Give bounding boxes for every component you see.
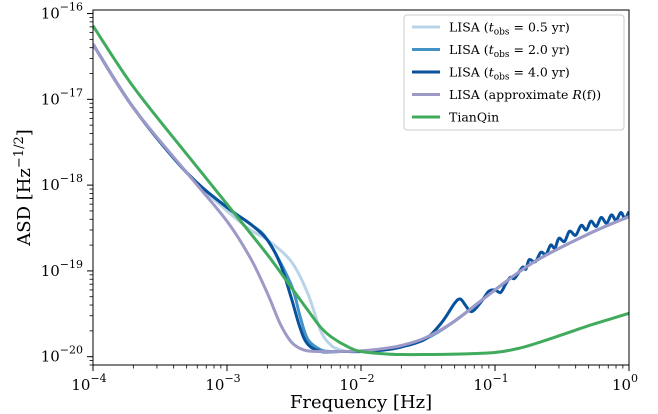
legend-label: LISA (approximate R(f))	[449, 87, 601, 102]
y-tick-label: 10−17	[41, 86, 83, 108]
legend-label: LISA (tobs = 0.5 yr)	[449, 20, 570, 38]
x-tick-label: 10−3	[205, 372, 240, 394]
legend-label: TianQin	[449, 110, 499, 125]
axes: 10−4 10−3 10−2 10−1 100 10−20 10−19 10−18 10−17 1…	[41, 1, 638, 394]
legend-label: LISA (tobs = 2.0 yr)	[449, 42, 570, 60]
legend-box	[403, 14, 625, 131]
series-line-2	[93, 43, 629, 354]
series-lines	[93, 24, 629, 357]
y-tick-label: 10−19	[41, 258, 83, 280]
x-axis-label: Frequency [Hz]	[290, 392, 432, 413]
series-line-3	[93, 43, 629, 354]
y-tick-label: 10−16	[41, 1, 83, 23]
series-line-4	[93, 24, 629, 357]
y-tick-label: 10−18	[41, 172, 83, 194]
y-tick-label: 10−20	[41, 344, 83, 366]
x-tick-label: 10−2	[339, 372, 374, 394]
x-tick-label: 10−4	[71, 372, 106, 394]
legend-label: LISA (tobs = 4.0 yr)	[449, 65, 570, 83]
x-tick-label: 100	[612, 372, 638, 394]
legend: LISA (tobs = 0.5 yr) LISA (tobs = 2.0 yr)…	[403, 14, 625, 131]
x-tick-label: 10−1	[473, 372, 508, 394]
y-axis-label: ASD [Hz−1/2]	[12, 129, 35, 247]
